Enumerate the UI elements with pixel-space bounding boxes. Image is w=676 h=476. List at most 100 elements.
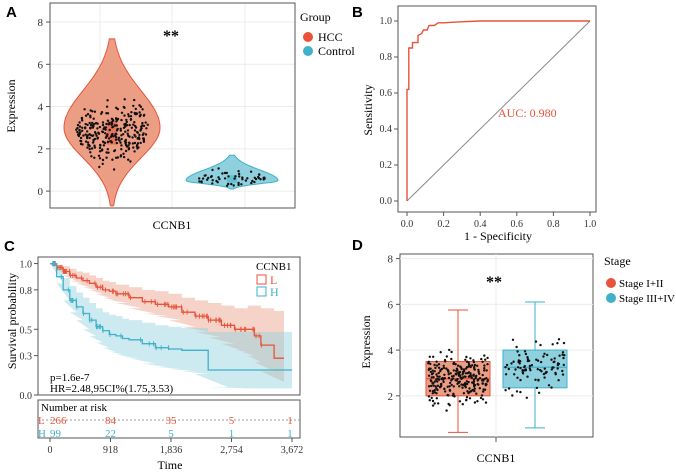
legend-swatch-h [256,286,267,297]
data-point-hcc [87,143,90,147]
data-point-stage-i-ii [468,387,471,390]
data-point-control [227,175,230,178]
data-point-stage-i-ii [466,390,469,393]
legend-label-l: L [270,273,277,287]
data-point-stage-i-ii [432,384,435,387]
data-point-stage-iii-iv [529,369,532,372]
legend-title-c: CCNB1 [256,261,291,273]
data-point-hcc [136,147,139,150]
data-point-hcc [127,115,130,118]
data-point-stage-iii-iv [546,353,549,357]
data-point-hcc [93,156,96,159]
panel-label-c: C [4,238,15,255]
ytick-label-b: 1.0 [380,16,393,27]
data-point-hcc [81,129,84,132]
data-point-hcc [95,134,98,137]
data-point-stage-i-ii [448,385,451,388]
data-point-stage-i-ii [478,377,482,380]
data-point-control [201,177,205,180]
data-point-stage-i-ii [481,382,484,385]
data-point-stage-i-ii [443,358,447,362]
data-point-hcc [86,113,90,116]
data-point-hcc [125,120,128,124]
data-point-stage-iii-iv [523,369,526,372]
data-point-stage-iii-iv [551,343,554,346]
data-point-stage-iii-iv [504,366,507,369]
data-point-hcc [91,121,94,125]
data-point-stage-i-ii [437,363,441,366]
data-point-hcc [101,162,104,166]
data-point-hcc [139,105,143,109]
plot-frame-b [397,5,597,213]
data-point-hcc [88,147,91,151]
data-point-hcc [76,130,79,134]
data-point-stage-i-ii [484,401,488,404]
data-point-stage-i-ii [436,384,440,387]
data-point-stage-i-ii [469,365,472,369]
data-point-hcc [138,104,141,107]
data-point-hcc [125,124,129,127]
data-point-control [217,176,220,179]
data-point-stage-i-ii [434,385,437,388]
data-point-stage-i-ii [452,362,455,366]
data-point-hcc [113,124,117,127]
data-point-stage-i-ii [462,392,466,395]
data-point-stage-i-ii [473,366,476,369]
data-point-stage-i-ii [476,364,479,367]
data-point-stage-i-ii [461,386,464,389]
data-point-stage-i-ii [436,375,439,378]
data-point-control [257,173,261,176]
data-point-stage-i-ii [430,384,433,388]
panel-d: D 2 4 6 8 ** Expression CCNB1 Stage Stage I… [352,237,675,465]
data-point-hcc [97,154,101,157]
data-point-stage-i-ii [435,378,438,381]
data-point-hcc [104,136,108,139]
data-point-control [259,178,262,181]
data-point-control [211,179,214,182]
data-point-control [237,170,240,173]
data-point-stage-i-ii [477,368,480,372]
data-point-stage-i-ii [450,383,453,387]
data-point-stage-i-ii [454,379,457,382]
data-point-stage-i-ii [467,391,470,395]
data-point-hcc [141,133,144,137]
data-point-stage-i-ii [465,360,469,363]
xlabel-b: 1 - Specificity [464,229,532,243]
data-point-hcc [107,137,111,140]
risk-count-h: 1 [229,428,235,440]
data-point-stage-iii-iv [513,373,516,376]
data-point-stage-iii-iv [536,359,540,362]
data-point-stage-i-ii [477,383,480,386]
data-point-stage-iii-iv [516,366,520,369]
data-point-hcc [123,106,126,110]
data-point-stage-iii-iv [516,350,519,353]
data-point-hcc [138,111,141,114]
data-point-control [234,175,237,178]
ytick-label-b: 0.0 [380,196,393,207]
ytick-label-a: 2 [38,144,44,156]
panel-label-b: B [352,4,363,21]
data-point-stage-i-ii [433,363,436,367]
ytick-label-c: 1.0 [20,260,33,271]
legend-label-stage-late: Stage III+IV [619,293,675,305]
data-point-stage-i-ii [443,387,446,390]
data-point-stage-i-ii [433,402,436,405]
data-point-stage-iii-iv [556,362,560,365]
data-point-stage-iii-iv [518,354,521,357]
data-point-hcc [111,126,114,129]
data-point-stage-iii-iv [553,360,556,363]
data-point-stage-iii-iv [511,338,515,341]
data-point-hcc [97,132,101,135]
data-point-stage-iii-iv [537,391,541,394]
data-point-hcc [84,127,87,130]
ytick-label-b: 0.4 [380,124,393,135]
risk-count-h: 22 [105,428,116,440]
data-point-control [241,178,244,181]
data-point-stage-i-ii [471,381,474,384]
data-point-stage-i-ii [427,360,431,363]
data-point-stage-i-ii [470,389,473,393]
data-point-stage-iii-iv [528,364,532,368]
data-point-stage-iii-iv [552,366,555,369]
data-point-hcc [78,121,81,124]
